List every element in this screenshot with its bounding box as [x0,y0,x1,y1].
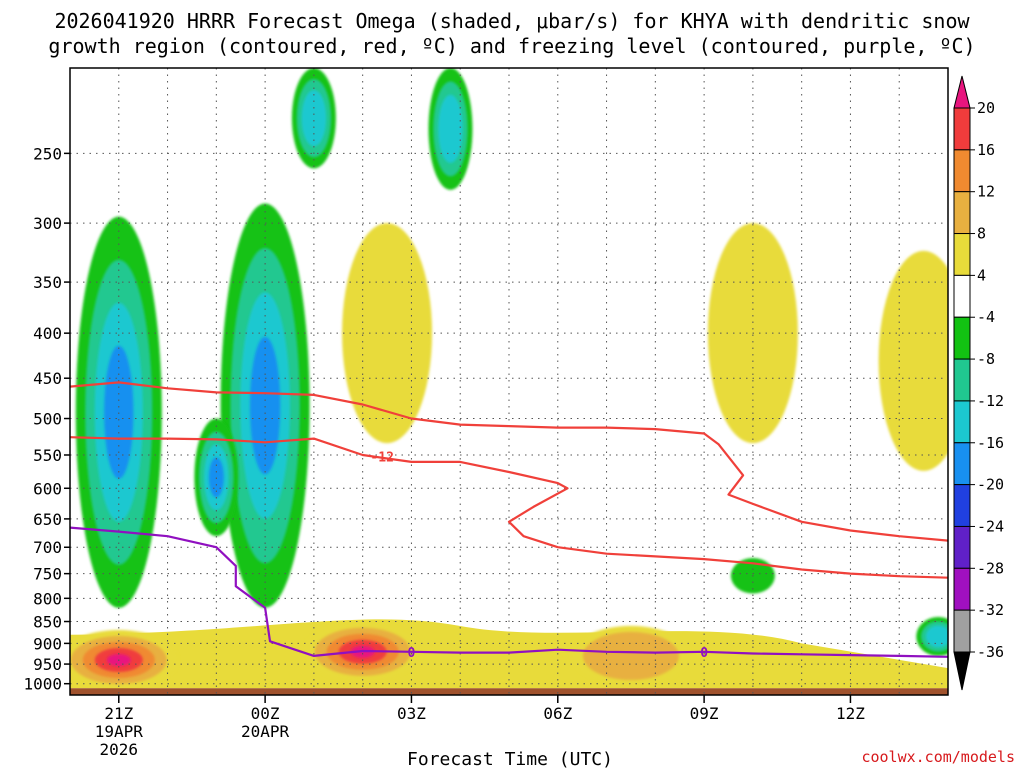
colorbar-label: -28 [977,559,1004,577]
colorbar-top-arrow [953,75,971,109]
colorbar-label: -32 [977,601,1004,619]
colorbar-label: -36 [977,643,1004,661]
colorbar-bin [953,149,971,193]
y-tick-label: 850 [33,613,62,632]
colorbar-bin [953,358,971,402]
x-tick-date: 20APR [241,722,290,741]
omega-ascent-band [925,625,948,648]
colorbar: 20 16 12 8 4 -4 -8 -12 -16 -20 -24 -28 -32 -36 [953,75,1004,691]
colorbar-label: -20 [977,476,1004,494]
freezing-level-label: 0 [408,646,416,661]
colorbar-bin [953,191,971,235]
omega-ascent-band [208,457,224,498]
colorbar-label: 4 [977,266,986,284]
x-axis-label: Forecast Time (UTC) [407,749,613,768]
colorbar-bin [953,484,971,527]
colorbar-label: 12 [977,183,995,201]
x-tick-label: 21Z [104,704,133,723]
y-tick-label: 450 [33,369,62,388]
dgz-contour-line [70,381,948,542]
omega-ascent-band [438,94,463,164]
colorbar-label: -12 [977,392,1004,410]
omega-ascent-area [916,616,948,656]
omega-shading [70,68,948,691]
omega-ascent-band [249,336,281,475]
omega-ascent-area [291,68,336,169]
y-tick-label: 1000 [23,675,62,694]
ground-surface [70,688,948,695]
y-tick-label: 600 [33,479,62,498]
chart-title-line-2: growth region (contoured, red, ºC) and f… [48,34,975,58]
y-tick-label: 900 [33,634,62,653]
y-tick-label: 800 [33,589,62,608]
colorbar-label: -4 [977,308,995,326]
y-tick-label: 650 [33,510,62,529]
freezing-level-label: 0 [700,646,708,661]
x-tick-label: 03Z [397,704,426,723]
omega-descent-band [342,223,433,444]
colorbar-bin [953,274,971,318]
x-tick-year: 2026 [100,740,139,759]
omega-descent-area [342,223,433,444]
x-tick-label: 00Z [251,704,280,723]
y-tick-label: 250 [33,144,62,163]
colorbar-label: 16 [977,141,995,159]
plot-frame [69,67,949,696]
y-tick-label: 750 [33,565,62,584]
colorbar-bin [953,525,971,569]
y-tick-label: 950 [33,655,62,674]
colorbar-bottom-arrow [953,651,971,691]
freezing-level-line [70,526,948,658]
omega-descent-band [878,250,948,471]
x-tick-label: 06Z [543,704,572,723]
colorbar-bin [953,442,971,486]
y-tick-label: 300 [33,214,62,233]
colorbar-bin [953,316,971,360]
omega-descent-area [878,250,948,471]
colorbar-label: 20 [977,99,995,117]
omega-ascent-band [301,90,327,147]
colorbar-bin [953,400,971,444]
dgz-contour-label: -12 [370,450,393,465]
y-tick-label: 550 [33,446,62,465]
x-tick-label: 12Z [836,704,865,723]
colorbar-bin [953,107,971,151]
ground-layer [70,688,948,695]
credit-text: coolwx.com/models [861,748,1015,766]
y-tick-label: 400 [33,324,62,343]
contours: -12 0 0 [70,381,948,661]
colorbar-bin [953,609,971,653]
omega-ascent-area [194,418,239,537]
axes: 250 300 350 400 450 500 550 600 650 700 750 800 850 9… [23,144,865,759]
colorbar-label: 8 [977,225,986,243]
chart-title-line-1: 2026041920 HRRR Forecast Omega (shaded, … [54,9,970,33]
dgz-contour-line [70,436,948,579]
colorbar-bin [953,567,971,611]
colorbar-label: -8 [977,350,995,368]
x-tick-label: 09Z [690,704,719,723]
omega-ascent-area [220,203,310,608]
y-tick-label: 350 [33,273,62,292]
omega-ascent-band [104,345,134,479]
grid-lines [70,68,948,695]
x-tick-date: 19APR [95,722,144,741]
omega-descent-area [570,625,691,686]
omega-descent-area [302,621,423,682]
colorbar-label: -24 [977,517,1004,535]
y-tick-label: 500 [33,410,62,429]
colorbar-bin [953,233,971,276]
omega-descent-band [582,631,679,680]
colorbar-label: -16 [977,434,1004,452]
y-tick-label: 700 [33,538,62,557]
omega-ascent-area [428,68,473,190]
